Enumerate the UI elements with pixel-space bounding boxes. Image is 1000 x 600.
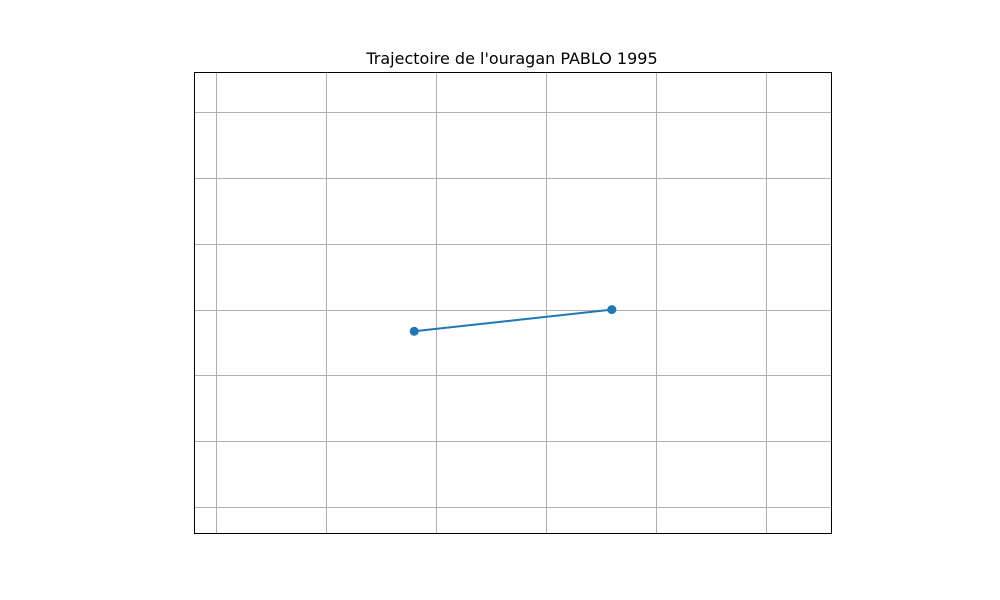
grid [194, 72, 832, 534]
chart-title: Trajectoire de l'ouragan PABLO 1995 [365, 49, 657, 68]
plot-frame [194, 72, 832, 534]
data-point-0-1 [607, 305, 617, 315]
series-layer [409, 305, 617, 336]
series-line-0 [414, 308, 612, 333]
data-point-0-0 [409, 326, 419, 336]
